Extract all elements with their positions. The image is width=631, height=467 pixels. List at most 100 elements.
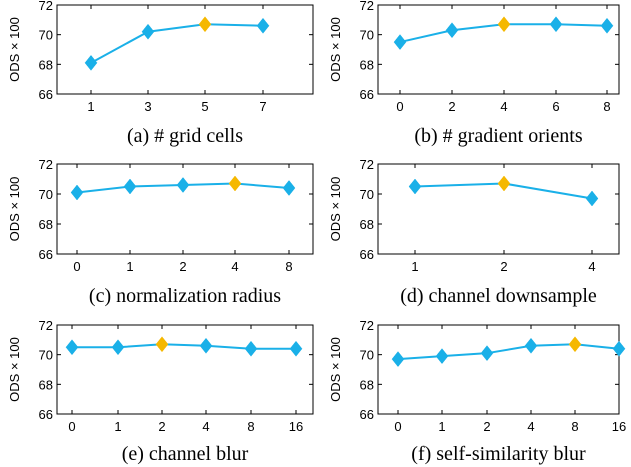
y-tick-label: 70 xyxy=(39,348,53,363)
chart-panel-5: 66 68 70 72 0 1 2 4 8 16 ODS × 100 (e) channel blur xyxy=(7,318,314,465)
y-tick-label: 70 xyxy=(360,187,374,202)
x-tick-label: 2 xyxy=(500,259,507,274)
data-point xyxy=(65,339,79,356)
y-tick-label: 70 xyxy=(360,348,374,363)
chart-panel-6: 66 68 70 72 0 1 2 4 8 16 ODS × 100 (f) self-similar… xyxy=(328,318,626,465)
y-tick-label: 70 xyxy=(39,187,53,202)
data-point xyxy=(391,351,405,368)
x-tick-label: 1 xyxy=(438,419,445,434)
data-point xyxy=(256,17,270,34)
x-tick-label: 1 xyxy=(87,99,94,114)
x-tick-label: 1 xyxy=(126,259,133,274)
chart-panel-1: 66 68 70 72 1 3 5 7 ODS × 100 (a) # grid cells xyxy=(7,0,314,147)
data-point xyxy=(199,337,213,354)
y-tick-label: 72 xyxy=(360,157,374,172)
x-tick-label: 16 xyxy=(289,419,303,434)
data-point xyxy=(111,339,125,356)
x-tick-label: 6 xyxy=(552,99,559,114)
y-tick-label: 66 xyxy=(39,407,53,422)
y-axis-label: ODS × 100 xyxy=(328,337,343,402)
panel-caption: (a) # grid cells xyxy=(127,125,243,147)
x-tick-label: 2 xyxy=(158,419,165,434)
y-tick-label: 72 xyxy=(39,0,53,13)
y-tick-label: 66 xyxy=(39,87,53,102)
plot-frame xyxy=(377,4,620,95)
y-tick-label: 72 xyxy=(39,318,53,333)
chart-panel-4: 66 68 70 72 1 2 4 ODS × 100 (d) channel downsamp… xyxy=(328,157,620,307)
x-tick-label: 4 xyxy=(231,259,238,274)
x-tick-label: 1 xyxy=(411,259,418,274)
data-point xyxy=(585,190,599,207)
x-tick-label: 16 xyxy=(612,419,626,434)
highlighted-point xyxy=(568,336,582,353)
x-tick-label: 2 xyxy=(179,259,186,274)
data-point xyxy=(612,340,626,357)
y-tick-label: 66 xyxy=(39,247,53,262)
chart-panel-3: 66 68 70 72 0 1 2 4 8 ODS × 100 (c) normalization … xyxy=(7,157,314,307)
x-tick-label: 2 xyxy=(448,99,455,114)
x-tick-label: 4 xyxy=(202,419,209,434)
data-point xyxy=(176,177,190,193)
y-tick-label: 68 xyxy=(360,217,374,232)
plot-frame xyxy=(56,4,314,95)
y-tick-label: 72 xyxy=(39,157,53,172)
y-tick-label: 68 xyxy=(39,377,53,392)
plot-frame xyxy=(377,163,620,255)
x-tick-label: 3 xyxy=(144,99,151,114)
data-point xyxy=(393,34,407,50)
y-tick-label: 68 xyxy=(39,57,53,72)
panel-caption: (b) # gradient orients xyxy=(414,125,582,147)
y-axis-label: ODS × 100 xyxy=(328,17,343,82)
x-tick-label: 8 xyxy=(571,419,578,434)
plot-frame xyxy=(56,163,314,255)
y-axis-label: ODS × 100 xyxy=(7,177,22,242)
data-point xyxy=(123,178,137,195)
y-tick-label: 70 xyxy=(39,28,53,43)
data-point xyxy=(524,337,538,354)
data-point xyxy=(244,340,258,357)
series-line xyxy=(397,343,620,361)
data-point xyxy=(282,180,296,196)
y-tick-label: 66 xyxy=(360,247,374,262)
y-tick-label: 68 xyxy=(39,217,53,232)
x-tick-label: 0 xyxy=(73,259,80,274)
plot-frame xyxy=(56,324,314,415)
plot-frame xyxy=(377,324,620,415)
y-axis-label: ODS × 100 xyxy=(7,337,22,402)
highlighted-point xyxy=(497,175,511,192)
x-tick-label: 1 xyxy=(114,419,121,434)
data-point xyxy=(141,23,155,40)
highlighted-point xyxy=(155,336,169,353)
highlighted-point xyxy=(228,175,242,192)
data-point xyxy=(445,22,459,39)
x-tick-label: 8 xyxy=(247,419,254,434)
data-point xyxy=(435,348,449,365)
panel-caption: (e) channel blur xyxy=(122,443,249,465)
x-tick-label: 4 xyxy=(527,419,534,434)
x-tick-label: 0 xyxy=(68,419,75,434)
series-line xyxy=(90,23,264,64)
data-point xyxy=(289,340,303,357)
x-tick-label: 8 xyxy=(285,259,292,274)
y-tick-label: 72 xyxy=(360,0,374,13)
x-tick-label: 4 xyxy=(500,99,507,114)
panel-caption: (d) channel downsample xyxy=(400,285,597,307)
x-tick-label: 5 xyxy=(201,99,208,114)
data-point xyxy=(600,17,614,34)
x-tick-label: 2 xyxy=(483,419,490,434)
y-tick-label: 66 xyxy=(360,87,374,102)
y-tick-label: 72 xyxy=(360,318,374,333)
data-point xyxy=(480,345,494,362)
data-point xyxy=(84,54,98,71)
y-tick-label: 66 xyxy=(360,407,374,422)
data-point xyxy=(408,178,422,195)
x-tick-label: 0 xyxy=(394,419,401,434)
panel-caption: (c) normalization radius xyxy=(89,285,281,307)
highlighted-point xyxy=(497,16,511,33)
y-axis-label: ODS × 100 xyxy=(328,177,343,242)
y-axis-label: ODS × 100 xyxy=(7,17,22,82)
y-tick-label: 68 xyxy=(360,377,374,392)
data-point xyxy=(549,16,563,33)
series-line xyxy=(72,343,296,350)
